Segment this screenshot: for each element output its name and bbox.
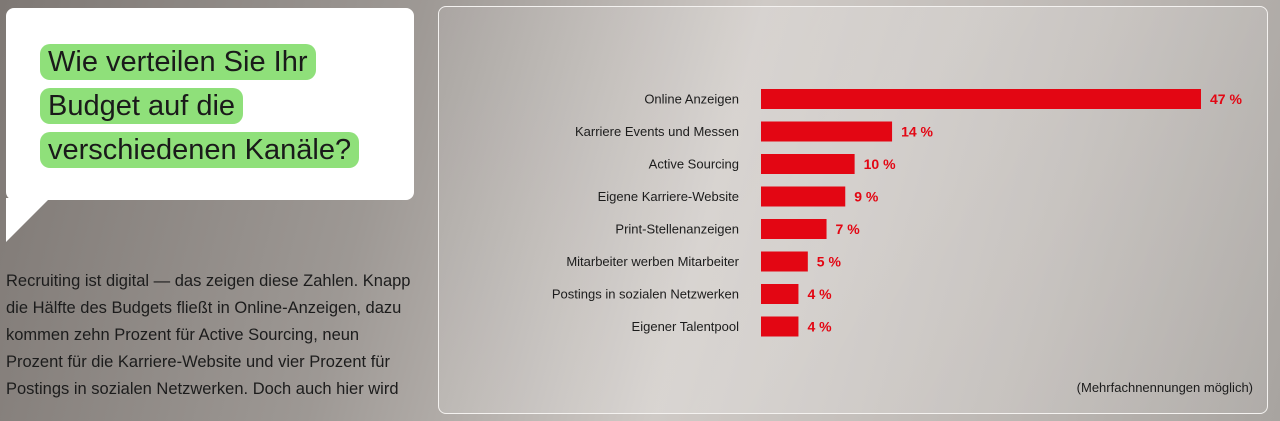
category-label: Online Anzeigen (644, 92, 739, 107)
body-paragraph: Recruiting ist digital — das zeigen dies… (6, 272, 411, 398)
value-label: 14 % (901, 124, 933, 140)
bar (761, 251, 808, 272)
category-label: Eigener Talentpool (632, 319, 740, 334)
bar (761, 284, 799, 304)
value-label: 4 % (807, 319, 832, 335)
value-label: 7 % (836, 221, 861, 237)
question-heading: Wie verteilen Sie Ihr Budget auf die ver… (40, 40, 400, 172)
question-line-2: Budget auf die (40, 88, 244, 124)
question-line-1: Wie verteilen Sie Ihr (40, 44, 316, 80)
category-label: Postings in sozialen Netzwerken (552, 287, 739, 302)
question-line-3: verschiedenen Kanäle? (40, 132, 360, 168)
bubble-tail (6, 198, 50, 242)
category-label: Eigene Karriere-Website (598, 189, 739, 204)
category-label: Karriere Events und Messen (575, 124, 739, 139)
value-label: 4 % (807, 286, 832, 302)
bar (761, 121, 893, 142)
chart-panel: Online Anzeigen 47 % Karriere Events und M… (438, 6, 1268, 414)
bar (761, 89, 1201, 109)
value-label: 5 % (817, 254, 842, 270)
bar-chart: Online Anzeigen 47 % Karriere Events und M… (552, 89, 1242, 337)
category-label: Active Sourcing (649, 157, 739, 172)
bar (761, 316, 799, 337)
value-label: 47 % (1210, 91, 1242, 107)
bar (761, 186, 846, 207)
multiple-answers-note: (Mehrfachnennungen möglich) (1076, 380, 1253, 395)
bar (761, 154, 855, 174)
value-label: 9 % (854, 189, 879, 205)
category-label: Mitarbeiter werben Mitarbeiter (566, 254, 739, 269)
value-label: 10 % (864, 156, 896, 172)
category-label: Print-Stellenanzeigen (615, 222, 739, 237)
bar (761, 219, 827, 239)
